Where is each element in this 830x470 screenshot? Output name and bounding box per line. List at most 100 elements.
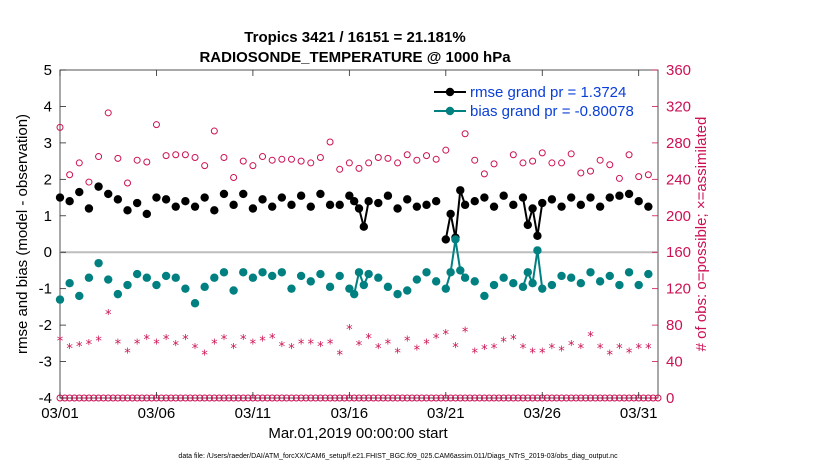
bias-point (364, 269, 373, 279)
zero-count-point (456, 394, 464, 402)
rmse-point (374, 198, 383, 208)
rmse-point (431, 197, 441, 206)
assimilated-count-point: * (124, 346, 131, 361)
bias-point (171, 273, 180, 282)
possible-count-point (56, 123, 64, 131)
possible-count-point (162, 152, 170, 160)
bias-line-segment (531, 250, 539, 284)
assimilated-count-point: * (452, 341, 459, 356)
assimilated-count-point: * (279, 340, 286, 355)
zero-count-point (244, 394, 252, 402)
zero-count-point (505, 394, 512, 402)
bias-point (489, 280, 499, 290)
zero-count-point (350, 394, 358, 402)
bias-point (615, 280, 624, 290)
zero-count-point (567, 394, 575, 402)
rmse-point (576, 200, 586, 210)
zero-count-point (403, 394, 411, 402)
rmse-point (460, 200, 470, 210)
possible-count-point (210, 127, 218, 135)
y2-tick-label: 240 (666, 171, 691, 188)
bias-point (104, 275, 113, 284)
x-tick-label: 03/01 (41, 405, 79, 422)
rmse-point (306, 202, 315, 211)
rmse-point (258, 195, 267, 204)
assimilated-count-point: * (375, 342, 382, 357)
zero-count-point (562, 394, 570, 402)
rmse-point (586, 193, 595, 202)
bias-point (533, 246, 542, 255)
zero-count-point (215, 394, 223, 402)
possible-count-point (278, 155, 286, 163)
x-tick-label: 03/31 (620, 405, 658, 422)
possible-count-point (490, 160, 498, 168)
y2-tick-label: 0 (666, 390, 674, 407)
zero-count-point (95, 394, 103, 402)
possible-count-point (461, 130, 469, 138)
zero-count-point (644, 394, 652, 402)
zero-count-point (321, 394, 329, 402)
assimilated-count-point: * (414, 344, 421, 359)
zero-count-point (148, 394, 156, 402)
zero-count-point (533, 394, 541, 402)
rmse-point (383, 191, 393, 200)
bias-point (431, 277, 441, 286)
zero-count-point (418, 394, 426, 402)
bias-point (499, 273, 508, 282)
possible-count-point (239, 157, 247, 165)
possible-count-point (403, 151, 411, 159)
zero-count-point (124, 394, 132, 402)
x-tick-label: 03/26 (523, 405, 561, 422)
rmse-line-segment (536, 202, 544, 236)
x-tick-label: 03/21 (427, 405, 465, 422)
possible-count-point (181, 151, 189, 159)
assimilated-count-point: * (66, 342, 73, 357)
bias-point (480, 291, 489, 301)
zero-count-point (85, 394, 93, 402)
assimilated-count-point: * (288, 342, 295, 357)
possible-count-point (345, 159, 353, 167)
x-tick-label: 03/16 (331, 405, 369, 422)
rmse-point (557, 202, 566, 211)
rmse-point (456, 186, 465, 195)
rmse-line-segment (444, 213, 452, 240)
bias-point (624, 268, 634, 277)
bias-point (576, 279, 586, 288)
zero-count-point (379, 394, 387, 402)
rmse-point (605, 193, 614, 202)
rmse-point (55, 193, 65, 202)
assimilated-count-point: * (308, 337, 315, 352)
bias-point (210, 273, 219, 282)
zero-count-point (427, 394, 435, 402)
possible-count-point (596, 156, 604, 164)
assimilated-count-point: * (385, 337, 392, 352)
bias-point (306, 277, 315, 286)
zero-count-point (259, 394, 267, 402)
rmse-point (624, 189, 634, 199)
rmse-point (142, 209, 152, 219)
possible-count-point (220, 153, 228, 161)
bias-line-segment (454, 239, 462, 271)
chart-title: Tropics 3421 / 16151 = 21.181% (244, 29, 465, 46)
bias-point (528, 279, 537, 288)
zero-count-point (225, 394, 233, 402)
rmse-point (94, 182, 103, 191)
rmse-point (518, 193, 528, 202)
possible-count-point (230, 174, 238, 182)
rmse-point (132, 198, 142, 208)
rmse-point (393, 204, 402, 213)
possible-count-point (143, 158, 151, 166)
bias-point (451, 235, 460, 244)
zero-count-point (119, 394, 127, 402)
possible-count-point (114, 154, 122, 162)
rmse-point (152, 193, 161, 202)
zero-count-point (316, 394, 324, 402)
rmse-point (403, 195, 412, 204)
zero-count-point (543, 394, 551, 402)
zero-count-point (167, 394, 175, 402)
possible-count-point (394, 159, 402, 167)
bias-point (287, 284, 296, 293)
assimilated-count-point: * (269, 332, 276, 347)
zero-count-point (66, 394, 74, 402)
rmse-point (161, 195, 171, 204)
